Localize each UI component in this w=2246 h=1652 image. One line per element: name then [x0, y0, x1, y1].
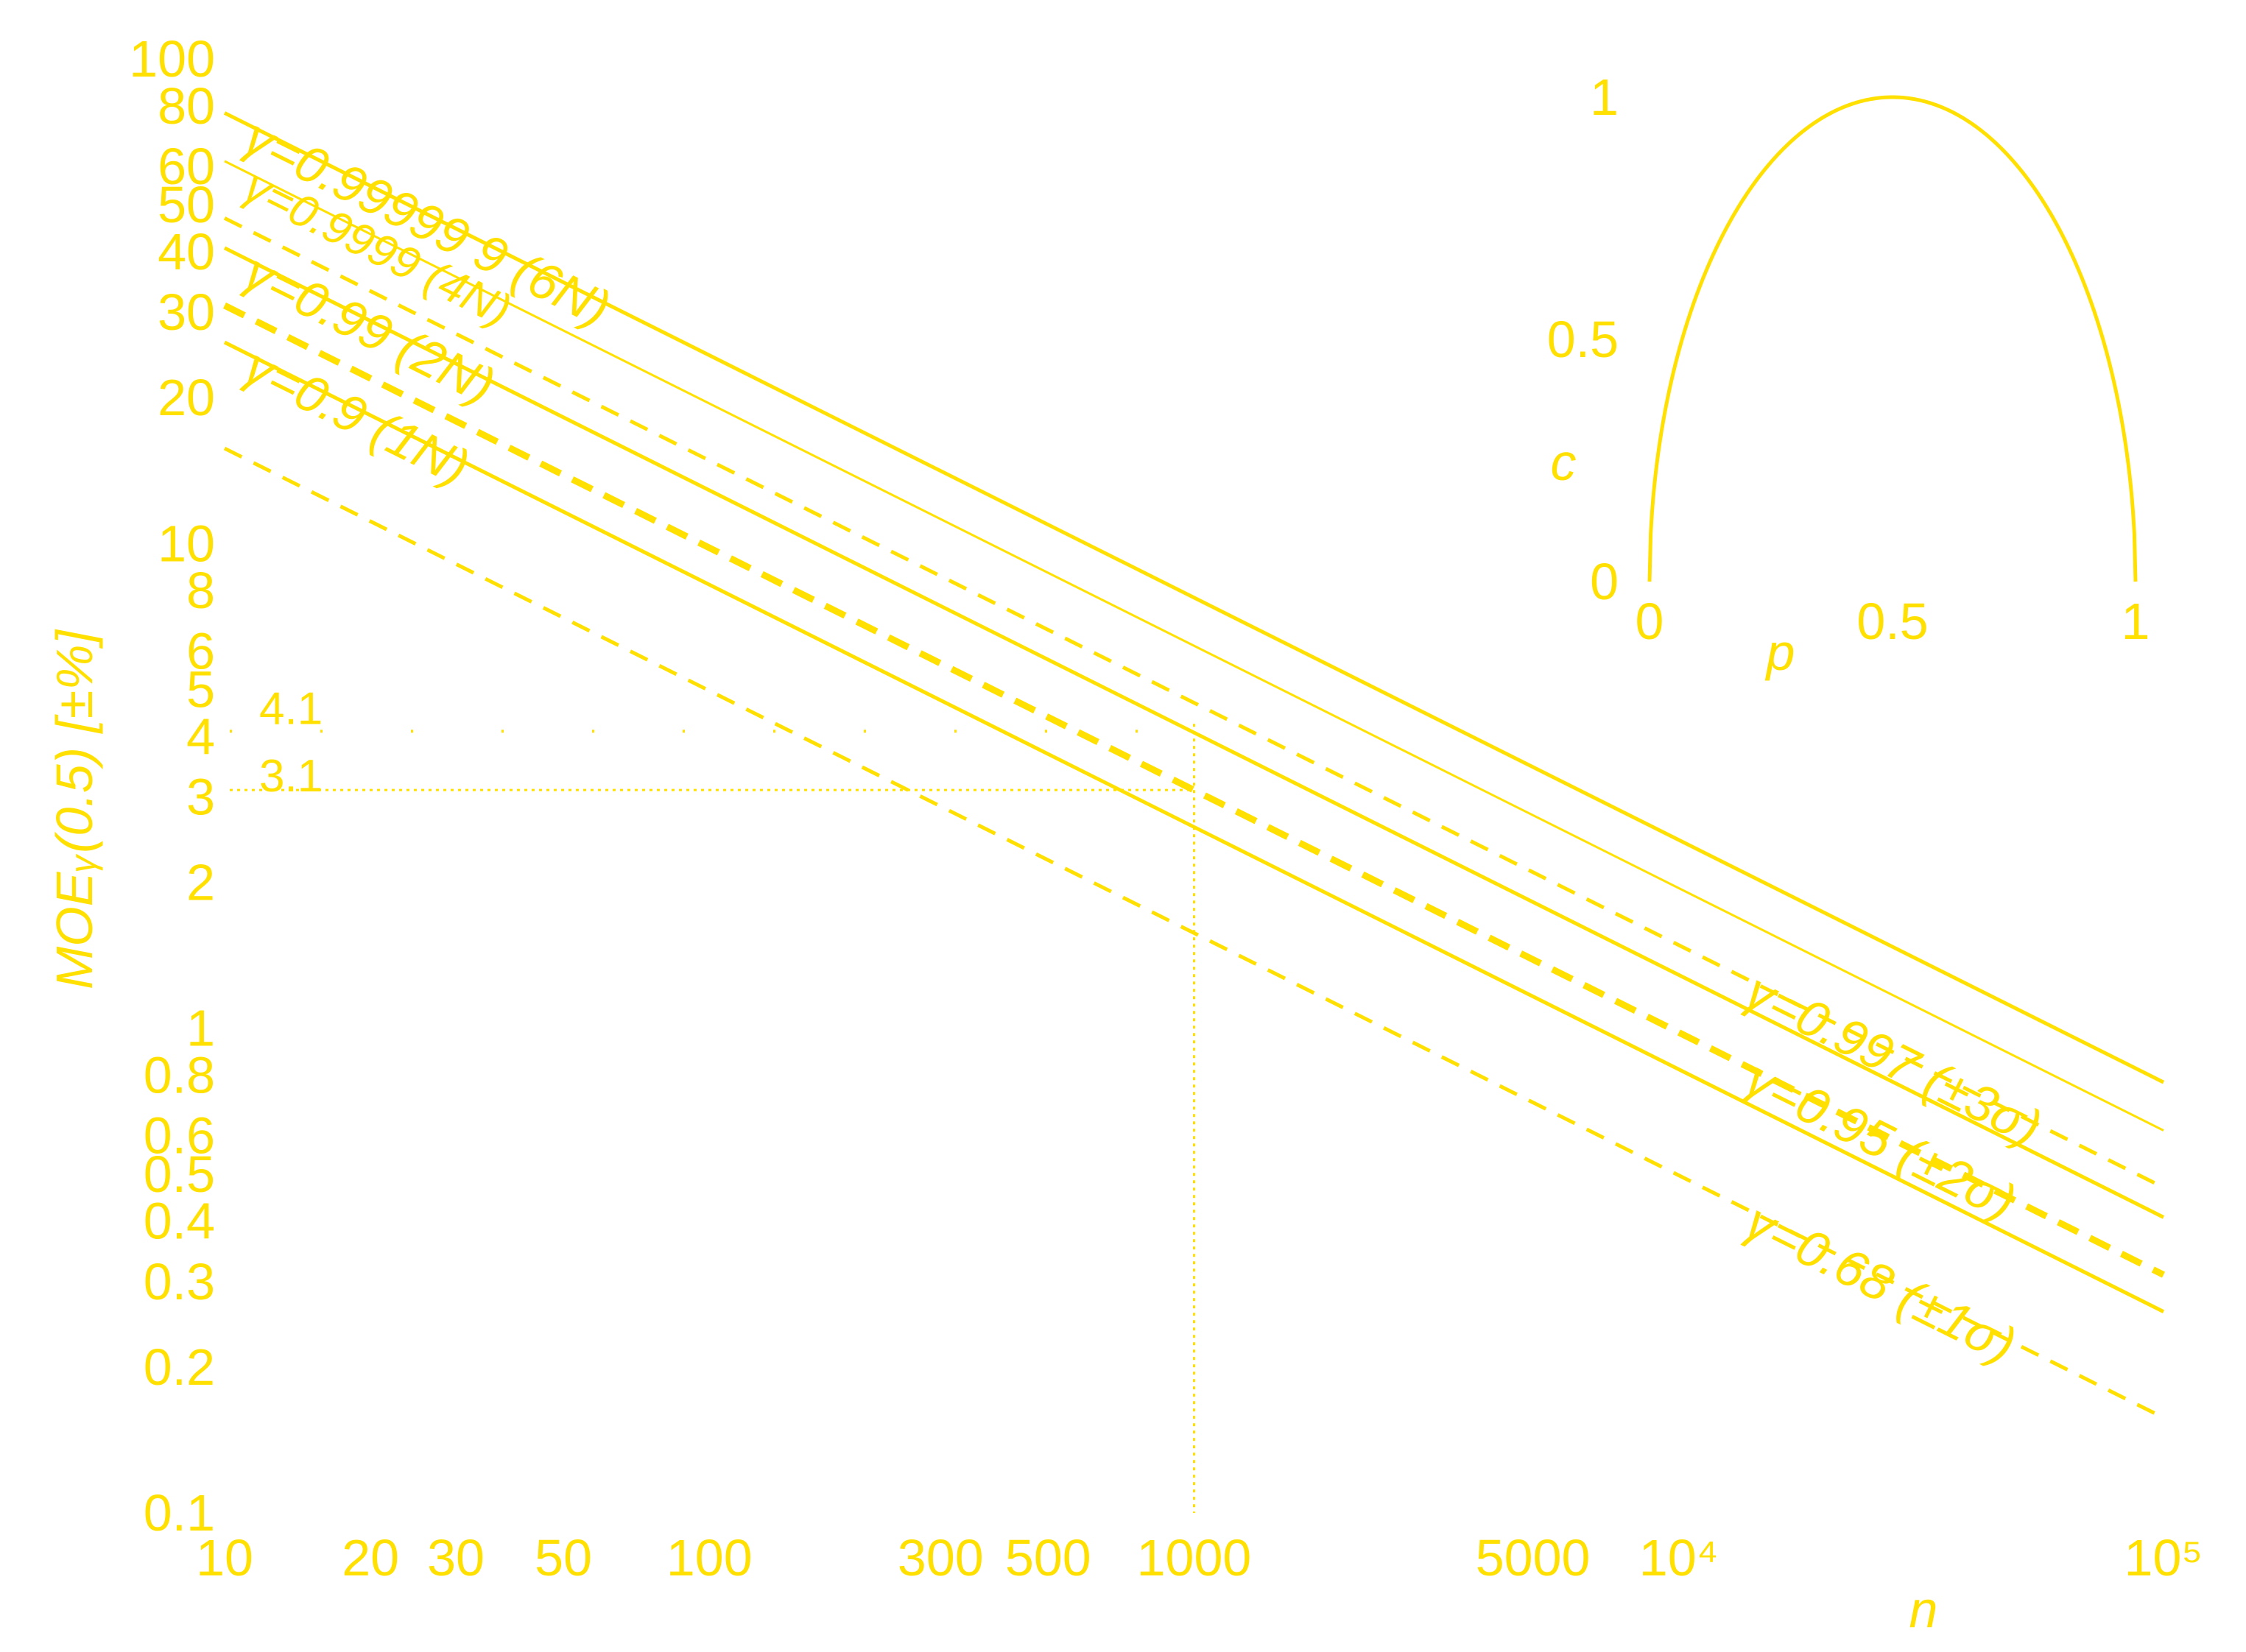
- inset-chart: 0 0.5 1 0 0.5 1: [1547, 68, 2150, 650]
- x-tick-label: 10: [196, 1529, 253, 1586]
- inset-x-tick-label: 1: [2122, 593, 2150, 650]
- y-tick-label: 5: [186, 661, 215, 719]
- y-tick-label: 20: [158, 369, 215, 426]
- y-tick-label: 6: [186, 622, 215, 679]
- annotation-label: 3.1: [259, 751, 323, 802]
- y-tick-label: 1: [186, 1000, 215, 1057]
- x-tick-label: 500: [1005, 1529, 1091, 1586]
- series-line: [223, 216, 2165, 1190]
- x-tick-label: 10⁴: [1639, 1529, 1719, 1586]
- y-tick-label: 10: [158, 515, 215, 572]
- y-tick-label: 80: [158, 77, 215, 135]
- y-tick-label: 0.5: [144, 1146, 215, 1203]
- series-line: [223, 446, 2165, 1419]
- series-line: [222, 302, 2166, 1278]
- y-tick-label: 0.6: [144, 1107, 215, 1165]
- y-tick-label: 50: [158, 176, 215, 233]
- x-tick-label: 20: [342, 1529, 399, 1586]
- inset-y-tick-label: 1: [1590, 68, 1619, 126]
- y-tick-label: 40: [158, 223, 215, 280]
- y-tick-label: 3: [186, 769, 215, 826]
- x-tick-label: 100: [666, 1529, 753, 1586]
- y-tick-label: 0.8: [144, 1046, 215, 1104]
- x-tick-label: 5000: [1476, 1529, 1591, 1586]
- series-line: [223, 111, 2165, 1084]
- x-axis-label: n: [1909, 1581, 1938, 1638]
- y-axis-label: MOEᵧ(0.5) [±%]: [46, 629, 103, 989]
- inset-y-axis-label: c: [1551, 434, 1577, 491]
- y-tick-label: 0.2: [144, 1338, 215, 1396]
- inset-curve: [1647, 95, 2138, 582]
- main-tick-labels: 10 20 30 50 100 300 500 1000 5000 10⁴ 10⁵0.10.20.3…: [129, 30, 2203, 1586]
- x-tick-label: 300: [898, 1529, 984, 1586]
- x-tick-label: 1000: [1137, 1529, 1252, 1586]
- x-tick-label: 10⁵: [2124, 1529, 2203, 1586]
- y-tick-label: 2: [186, 853, 215, 911]
- series-line: [224, 160, 2164, 1132]
- inset-x-tick-label: 0: [1636, 593, 1664, 650]
- y-tick-label: 8: [186, 562, 215, 619]
- y-tick-label: 0.1: [144, 1484, 215, 1542]
- y-tick-label: 100: [129, 30, 215, 88]
- y-tick-label: 60: [158, 138, 215, 195]
- annotation-label: 4.1: [259, 683, 323, 734]
- x-tick-label: 50: [535, 1529, 592, 1586]
- main-annotations: 4.13.1: [230, 683, 1195, 1513]
- y-tick-label: 30: [158, 283, 215, 341]
- y-tick-label: 4: [186, 707, 215, 765]
- y-tick-label: 0.4: [144, 1193, 215, 1250]
- inset-x-axis-label: p: [1765, 624, 1795, 681]
- inset-x-tick-label: 0.5: [1856, 593, 1928, 650]
- inset-y-tick-label: 0.5: [1547, 311, 1619, 368]
- x-tick-label: 30: [427, 1529, 485, 1586]
- y-tick-label: 0.3: [144, 1253, 215, 1310]
- inset-y-tick-label: 0: [1590, 553, 1619, 610]
